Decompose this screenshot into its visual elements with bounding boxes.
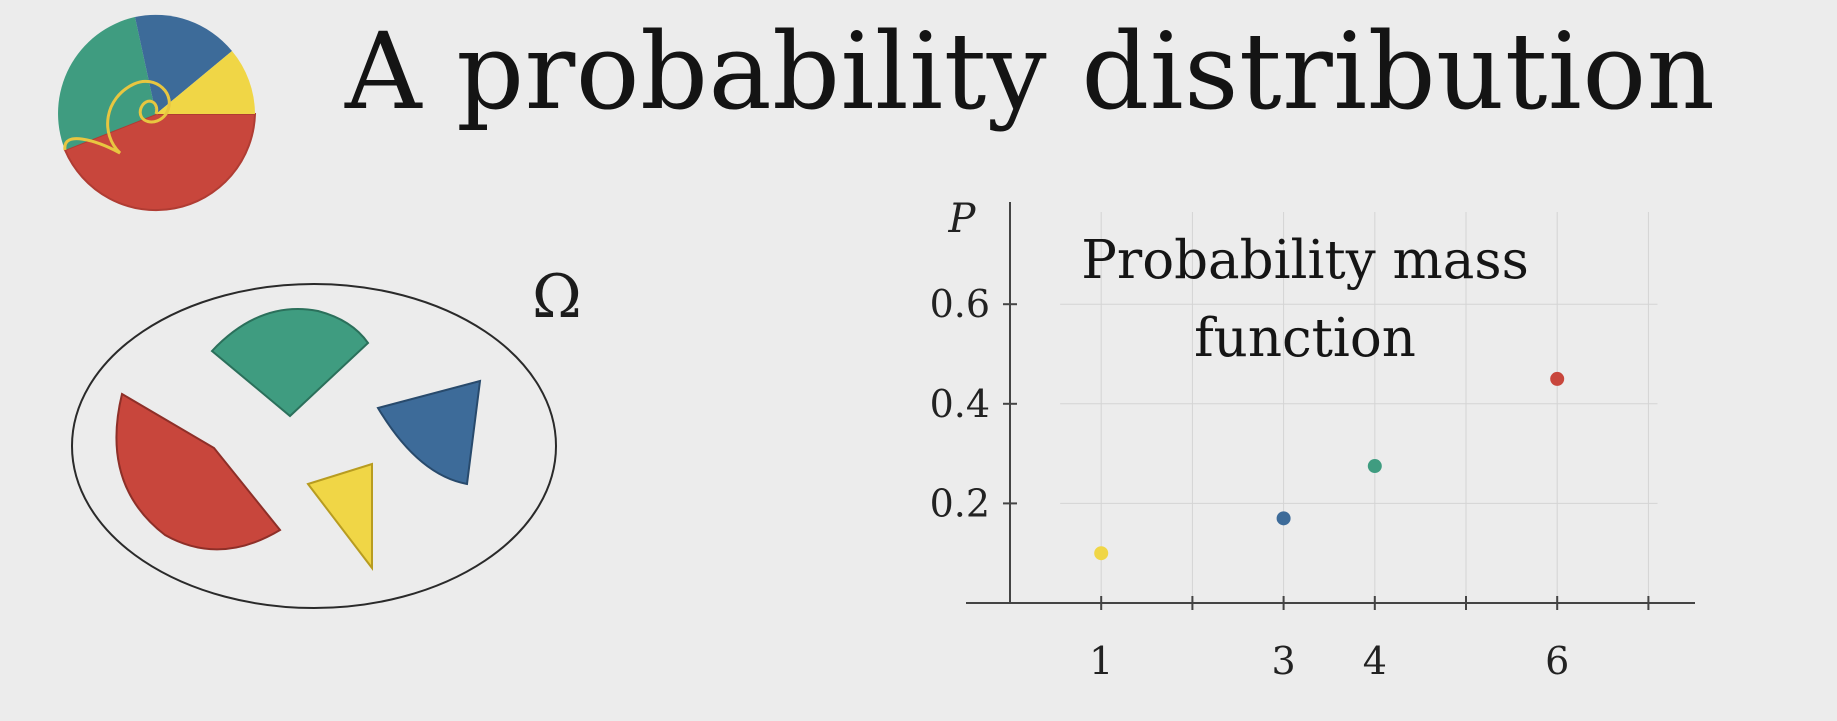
data-point xyxy=(1550,371,1565,386)
x-tick-label: 6 xyxy=(1545,639,1569,683)
wheel-sector-red xyxy=(63,113,257,212)
x-tick-label: 1 xyxy=(1089,639,1113,683)
data-point xyxy=(1094,546,1109,561)
wheel-sector-blue xyxy=(135,14,232,114)
x-tick-label: 3 xyxy=(1272,639,1296,683)
region-green xyxy=(210,308,370,418)
y-tick-label: 0.2 xyxy=(930,481,990,525)
wheel-sector-green xyxy=(58,17,156,150)
y-tick-label: 0.6 xyxy=(930,282,990,326)
x-tick-label: 4 xyxy=(1363,639,1387,683)
region-red xyxy=(115,392,282,551)
chart-title: Probability mass function xyxy=(1081,230,1529,369)
sample-space xyxy=(71,283,557,609)
sample-space-label: Ω xyxy=(532,262,582,332)
spinner-spiral xyxy=(63,79,171,155)
sample-space-ellipse xyxy=(71,283,557,609)
region-yellow xyxy=(306,462,373,571)
spinner-wheel xyxy=(58,14,257,212)
data-point xyxy=(1276,511,1291,526)
region-blue xyxy=(376,379,482,486)
y-tick-label: 0.4 xyxy=(930,382,990,426)
data-point xyxy=(1367,459,1382,474)
pmf-chart: 1 3 4 6 0.2 0.4 0.6 P xyxy=(930,196,1695,683)
wheel-sector-yellow xyxy=(156,51,255,114)
page-title: A probability distribution xyxy=(345,10,1716,133)
y-axis-label: P xyxy=(948,196,977,242)
